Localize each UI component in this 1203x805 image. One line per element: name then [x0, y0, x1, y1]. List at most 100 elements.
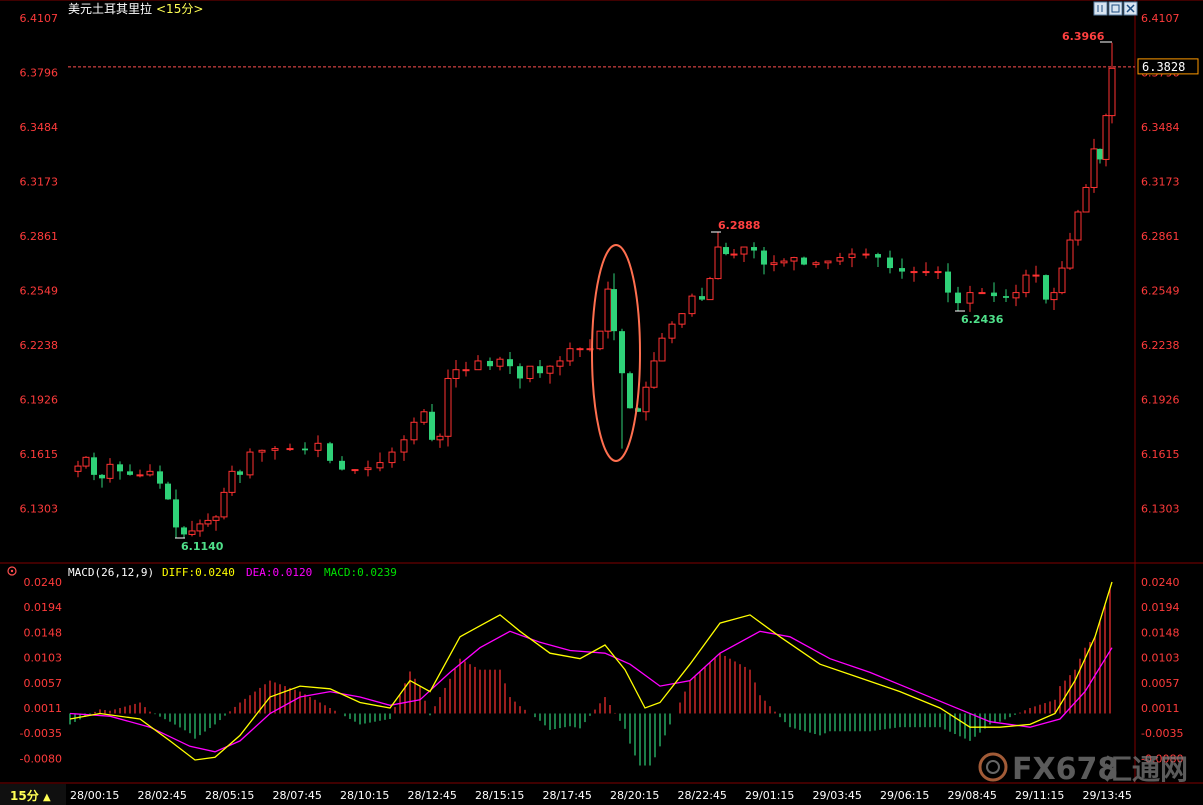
candle [658, 332, 666, 362]
candle [99, 474, 105, 488]
macd-tick-left: 0.0103 [24, 652, 63, 665]
macd-histogram [69, 588, 1111, 766]
fx678-logo-icon [978, 752, 1008, 782]
candle [862, 248, 870, 259]
candle [836, 252, 844, 266]
macd-tick-left: 0.0057 [24, 677, 63, 690]
candle [410, 417, 418, 445]
time-label: 29/08:45 [948, 789, 997, 802]
candle [237, 469, 243, 483]
time-axis: 15分 ▲ 28/00:15 28/02:45 28/05:15 28/07:45 28… [0, 784, 1132, 805]
candle [699, 287, 705, 302]
candle [204, 513, 212, 527]
close-icon[interactable] [1123, 1, 1138, 16]
mid-low-annotation: 6.2436 [961, 313, 1004, 326]
macd-tick-right: 0.0240 [1141, 576, 1180, 589]
candle [770, 255, 778, 272]
candle [824, 260, 832, 270]
candle [1102, 113, 1110, 167]
candle [537, 360, 543, 378]
price-tick-left: 6.1615 [20, 448, 59, 461]
dea-line [69, 630, 1113, 753]
candle [1022, 269, 1030, 298]
macd-tick-left: 0.0148 [24, 626, 63, 639]
macd-label: MACD(26,12,9) [68, 566, 154, 579]
candle [117, 461, 123, 480]
macd-tick-right: 0.0057 [1141, 677, 1180, 690]
candle [364, 460, 372, 477]
candle [875, 252, 881, 268]
time-label: 28/02:45 [138, 789, 187, 802]
candle [196, 519, 204, 537]
candle [157, 465, 163, 489]
candle [127, 464, 133, 476]
candle [517, 363, 523, 389]
candle [1050, 287, 1058, 311]
candle [1043, 274, 1049, 304]
current-price-value: 6.3828 [1142, 60, 1185, 74]
candle [173, 489, 179, 538]
candle [286, 443, 294, 452]
macd-tick-right: -0.0080 [1141, 752, 1183, 765]
candle [668, 321, 676, 344]
time-label: 29/13:45 [1083, 789, 1132, 802]
price-tick-right: 6.2861 [1141, 230, 1180, 243]
candle [1090, 138, 1098, 193]
candle [474, 355, 482, 371]
price-tick-right: 6.1615 [1141, 448, 1180, 461]
candle [642, 381, 650, 421]
candle [922, 262, 930, 276]
time-label: 28/12:45 [408, 789, 457, 802]
candle [566, 342, 574, 366]
period-button[interactable]: 15分 ▲ [10, 788, 51, 803]
candle [1012, 284, 1020, 307]
candle [978, 287, 986, 295]
chart-mode-icon[interactable] [1093, 1, 1108, 16]
price-tick-left: 6.4107 [20, 12, 59, 25]
candle [546, 365, 554, 384]
candle [327, 441, 333, 464]
candle [650, 352, 658, 389]
macd-tick-left: 0.0194 [24, 601, 63, 614]
chart-title: 美元土耳其里拉 [68, 1, 152, 16]
macd-settings-icon[interactable] [7, 566, 17, 576]
candle [400, 435, 408, 461]
candle [556, 356, 564, 376]
candle [388, 447, 396, 468]
price-tick-right: 6.4107 [1141, 12, 1180, 25]
price-tick-left: 6.2549 [20, 285, 59, 298]
mid-high-annotation: 6.2888 [718, 219, 760, 232]
time-label: 28/15:15 [475, 789, 524, 802]
candle [627, 371, 633, 409]
candle [1032, 265, 1040, 283]
time-label: 29/11:15 [1015, 789, 1064, 802]
candle [351, 469, 359, 474]
macd-tick-right: -0.0035 [1141, 727, 1183, 740]
macd-header: MACD(26,12,9) DIFF:0.0240 DEA:0.0120 MAC… [7, 566, 397, 579]
macd-tick-left: 0.0240 [24, 576, 63, 589]
candle [596, 330, 604, 351]
macd-tick-left: -0.0080 [20, 752, 62, 765]
candle [730, 249, 738, 259]
candle [258, 449, 266, 462]
candle [688, 293, 696, 317]
toolbar [1093, 1, 1138, 16]
price-tick-left: 6.2861 [20, 230, 59, 243]
period-label: <15分> [156, 2, 203, 16]
candle [991, 282, 997, 302]
candle [714, 231, 722, 280]
candle [1066, 232, 1074, 270]
price-tick-right: 6.3484 [1141, 121, 1180, 134]
price-annotations: 6.3966 6.2888 6.2436 6.1140 [175, 30, 1112, 553]
time-label: 28/20:15 [610, 789, 659, 802]
zoom-icon[interactable] [1108, 1, 1123, 16]
time-label: 29/06:15 [880, 789, 929, 802]
candle [91, 452, 97, 481]
candle [526, 365, 534, 383]
price-tick-left: 6.3173 [20, 176, 59, 189]
time-label: 28/10:15 [340, 789, 389, 802]
watermark-cn: 汇通网 [1104, 753, 1188, 786]
candle [780, 258, 788, 267]
period-dropdown-icon: ▲ [43, 792, 51, 803]
